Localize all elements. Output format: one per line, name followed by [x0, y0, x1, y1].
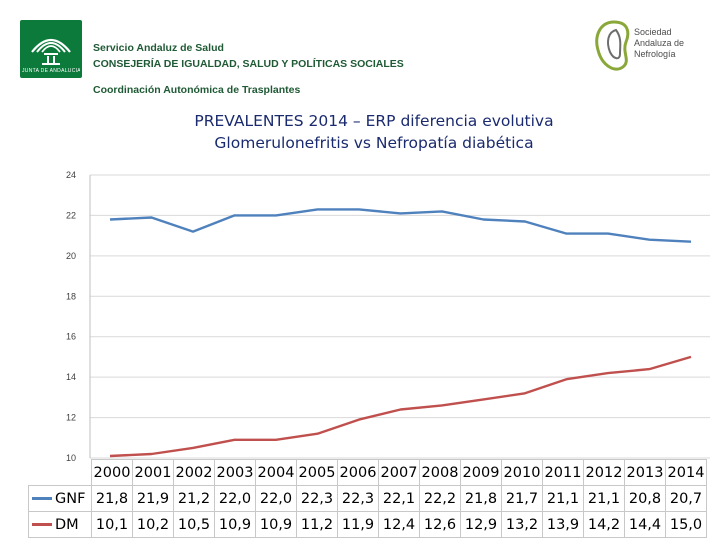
x-category-label: 2009 — [460, 459, 502, 486]
society-line-3: Nefrología — [634, 49, 676, 59]
series-lines — [109, 208, 692, 458]
y-tick-label: 10 — [66, 453, 76, 463]
data-label: 14,4 — [624, 511, 666, 538]
data-label: 13,2 — [501, 511, 543, 538]
data-label: 22,3 — [296, 485, 338, 512]
x-category-label: 2014 — [665, 459, 707, 486]
data-label: 10,9 — [255, 511, 297, 538]
y-tick-label: 14 — [66, 372, 76, 382]
data-label: 12,6 — [419, 511, 461, 538]
data-label: 10,5 — [173, 511, 215, 538]
y-tick-label: 16 — [66, 332, 76, 342]
line-chart: 24 22 20 18 16 14 12 10 — [66, 170, 710, 463]
x-category-label: 2008 — [419, 459, 461, 486]
x-category-label: 2003 — [214, 459, 256, 486]
series-line-gnf — [109, 208, 692, 243]
data-label: 22,0 — [214, 485, 256, 512]
data-label: 11,2 — [296, 511, 338, 538]
data-label: 13,9 — [542, 511, 584, 538]
table-row-dm: DM 10,1 10,2 10,5 10,9 10,9 11,2 11,9 12,4 12,6 12… — [28, 511, 707, 538]
data-label: 22,1 — [378, 485, 420, 512]
chart-subtitle: Glomerulonefritis vs Nefropatía diabétic… — [214, 134, 534, 152]
data-label: 21,8 — [91, 485, 133, 512]
x-category-label: 2010 — [501, 459, 543, 486]
junta-andalucia-logo: JUNTA DE ANDALUCIA — [20, 20, 82, 78]
data-label: 22,0 — [255, 485, 297, 512]
legend-entry: GNF — [28, 485, 92, 512]
data-label: 22,3 — [337, 485, 379, 512]
table-header-row: 2000 2001 2002 2003 2004 2005 2006 2007 2008 2009… — [28, 459, 707, 486]
x-category-label: 2007 — [378, 459, 420, 486]
y-tick-label: 18 — [66, 291, 76, 301]
table-row-gnf: GNF 21,8 21,9 21,2 22,0 22,0 22,3 22,3 22,1 22,2 2… — [28, 485, 707, 512]
data-label: 21,1 — [542, 485, 584, 512]
org-line-1: Servicio Andaluz de Salud — [93, 42, 224, 54]
grid — [89, 174, 710, 459]
data-label: 10,9 — [214, 511, 256, 538]
data-label: 14,2 — [583, 511, 625, 538]
data-label: 21,8 — [460, 485, 502, 512]
data-label: 11,9 — [337, 511, 379, 538]
y-tick-label: 22 — [66, 210, 76, 220]
chart-title: PREVALENTES 2014 – ERP diferencia evolut… — [194, 112, 554, 130]
data-label: 20,8 — [624, 485, 666, 512]
data-table-wrap: 2000 2001 2002 2003 2004 2005 2006 2007 2008 2009… — [28, 459, 707, 538]
x-category-label: 2004 — [255, 459, 297, 486]
data-label: 22,2 — [419, 485, 461, 512]
society-line-1: Sociedad — [634, 27, 672, 37]
data-table: 2000 2001 2002 2003 2004 2005 2006 2007 2008 2009… — [28, 459, 707, 538]
society-nephrology-logo-icon — [595, 20, 630, 71]
header: JUNTA DE ANDALUCIA Servicio Andaluz de S… — [0, 0, 720, 105]
y-tick-label: 24 — [66, 170, 76, 180]
legend-swatch — [32, 497, 52, 500]
data-label: 12,9 — [460, 511, 502, 538]
legend-swatch — [32, 523, 52, 526]
data-label: 10,2 — [132, 511, 174, 538]
x-category-label: 2002 — [173, 459, 215, 486]
data-label: 21,7 — [501, 485, 543, 512]
junta-emblem-icon — [31, 38, 71, 65]
legend-label: GNF — [55, 490, 86, 507]
series-line-dm — [109, 355, 692, 458]
y-tick-label: 20 — [66, 251, 76, 261]
x-category-label: 2000 — [91, 459, 133, 486]
legend-entry: DM — [28, 511, 92, 538]
logo-caption: JUNTA DE ANDALUCIA — [22, 68, 80, 74]
x-category-label: 2012 — [583, 459, 625, 486]
society-line-2: Andaluza de — [634, 38, 685, 48]
x-category-label: 2006 — [337, 459, 379, 486]
x-category-label: 2013 — [624, 459, 666, 486]
data-label: 20,7 — [665, 485, 707, 512]
x-category-label: 2011 — [542, 459, 584, 486]
y-axis-ticks: 24 22 20 18 16 14 12 10 — [66, 170, 76, 463]
data-label: 21,1 — [583, 485, 625, 512]
org-line-2: CONSEJERÍA DE IGUALDAD, SALUD Y POLÍTICA… — [93, 58, 404, 70]
data-label: 10,1 — [91, 511, 133, 538]
data-label: 21,9 — [132, 485, 174, 512]
data-label: 21,2 — [173, 485, 215, 512]
table-corner-cell — [28, 459, 92, 486]
legend-label: DM — [55, 516, 79, 533]
x-category-label: 2001 — [132, 459, 174, 486]
data-label: 15,0 — [665, 511, 707, 538]
x-category-label: 2005 — [296, 459, 338, 486]
y-tick-label: 12 — [66, 413, 76, 423]
org-line-3: Coordinación Autonómica de Trasplantes — [93, 84, 301, 96]
data-label: 12,4 — [378, 511, 420, 538]
